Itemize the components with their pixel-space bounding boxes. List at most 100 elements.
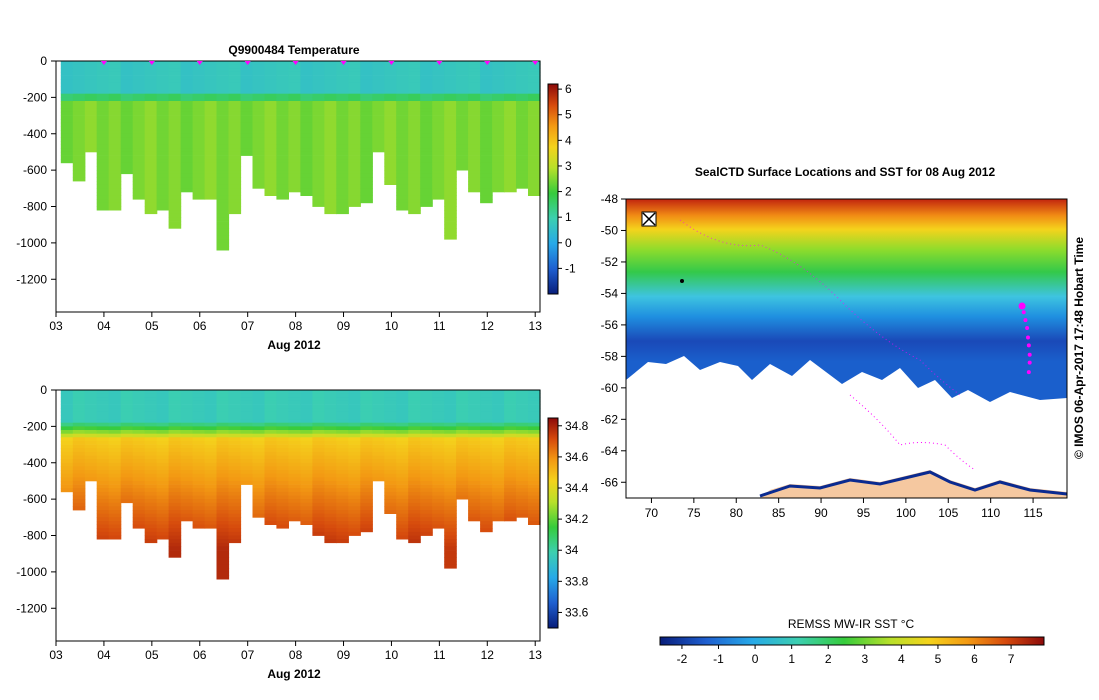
section-cell bbox=[60, 137, 74, 142]
section-cell bbox=[228, 108, 242, 113]
section-cell bbox=[300, 90, 313, 95]
section-cell bbox=[108, 404, 122, 409]
section-cell bbox=[192, 159, 206, 164]
section-cell bbox=[300, 521, 313, 525]
section-cell bbox=[480, 411, 493, 416]
section-cell bbox=[528, 173, 541, 178]
section-cell bbox=[444, 217, 457, 222]
section-cell bbox=[168, 210, 182, 215]
section-cell bbox=[420, 170, 433, 175]
section-cell bbox=[156, 448, 170, 453]
section-cell bbox=[396, 466, 409, 471]
section-cell bbox=[96, 451, 110, 456]
section-cell bbox=[264, 495, 278, 500]
section-cell bbox=[108, 122, 122, 127]
section-cell bbox=[432, 170, 445, 175]
section-cell bbox=[288, 506, 301, 511]
section-cell bbox=[336, 513, 349, 518]
section-cell bbox=[276, 433, 289, 438]
section-cell bbox=[504, 491, 517, 496]
section-cell bbox=[300, 400, 313, 405]
section-cell bbox=[468, 455, 481, 460]
section-cell bbox=[72, 404, 86, 409]
section-cell bbox=[336, 448, 349, 453]
section-cell bbox=[204, 390, 218, 394]
section-cell bbox=[504, 177, 517, 182]
section-cell bbox=[180, 404, 194, 409]
section-cell bbox=[132, 415, 146, 420]
section-cell bbox=[384, 473, 397, 478]
section-cell bbox=[108, 166, 122, 171]
section-cell bbox=[480, 491, 493, 496]
section-cell bbox=[444, 484, 457, 489]
section-cell bbox=[288, 111, 301, 116]
section-cell bbox=[444, 390, 457, 394]
section-cell bbox=[84, 82, 98, 87]
section-cell bbox=[360, 199, 373, 204]
section-cell bbox=[300, 68, 313, 73]
section-cell bbox=[480, 119, 493, 124]
section-cell bbox=[300, 61, 313, 65]
section-cell bbox=[528, 437, 541, 442]
section-cell bbox=[396, 108, 409, 113]
section-cell bbox=[348, 495, 361, 500]
section-cell bbox=[288, 404, 301, 409]
section-cell bbox=[396, 502, 409, 507]
section-cell bbox=[384, 510, 397, 514]
section-cell bbox=[180, 64, 194, 69]
section-cell bbox=[240, 480, 254, 485]
section-cell bbox=[372, 71, 385, 76]
section-cell bbox=[192, 184, 206, 189]
section-cell bbox=[144, 97, 158, 102]
section-cell bbox=[180, 144, 194, 149]
section-cell bbox=[264, 155, 278, 160]
section-cell bbox=[96, 390, 110, 394]
section-cell bbox=[336, 173, 349, 178]
section-cell bbox=[504, 473, 517, 478]
section-cell bbox=[300, 173, 313, 178]
section-cell bbox=[264, 115, 278, 120]
section-cell bbox=[96, 419, 110, 424]
section-cell bbox=[252, 111, 266, 116]
section-cell bbox=[300, 192, 313, 196]
section-cell bbox=[120, 455, 134, 460]
section-cell bbox=[108, 144, 122, 149]
section-cell bbox=[288, 419, 301, 424]
section-cell bbox=[276, 415, 289, 420]
section-cell bbox=[384, 397, 397, 402]
section-cell bbox=[516, 119, 529, 124]
section-cell bbox=[432, 488, 445, 493]
section-cell bbox=[216, 162, 230, 167]
section-cell bbox=[420, 470, 433, 474]
section-cell bbox=[252, 155, 266, 160]
section-cell bbox=[228, 177, 242, 182]
section-cell bbox=[120, 430, 134, 434]
section-cell bbox=[216, 130, 230, 135]
section-cell bbox=[120, 126, 134, 131]
section-cell bbox=[252, 126, 266, 131]
section-cell bbox=[108, 448, 122, 453]
section-cell bbox=[372, 122, 385, 127]
section-cell bbox=[444, 437, 457, 442]
section-cell bbox=[288, 513, 301, 518]
section-cell bbox=[492, 104, 505, 109]
section-cell bbox=[528, 415, 541, 420]
section-cell bbox=[84, 440, 98, 445]
map-y-tick-label: -48 bbox=[601, 192, 619, 206]
section-cell bbox=[396, 531, 409, 536]
section-cell bbox=[324, 517, 337, 522]
section-cell bbox=[192, 430, 206, 434]
section-cell bbox=[300, 130, 313, 135]
section-cell bbox=[96, 473, 110, 478]
section-cell bbox=[120, 440, 134, 445]
section-cell bbox=[108, 82, 122, 87]
section-cell bbox=[108, 192, 122, 196]
section-cell bbox=[192, 521, 206, 525]
section-cell bbox=[60, 437, 74, 442]
section-cell bbox=[288, 93, 301, 98]
section-cell bbox=[276, 426, 289, 431]
section-cell bbox=[444, 224, 457, 229]
section-cell bbox=[96, 144, 110, 149]
section-cell bbox=[240, 68, 254, 73]
section-cell bbox=[72, 415, 86, 420]
